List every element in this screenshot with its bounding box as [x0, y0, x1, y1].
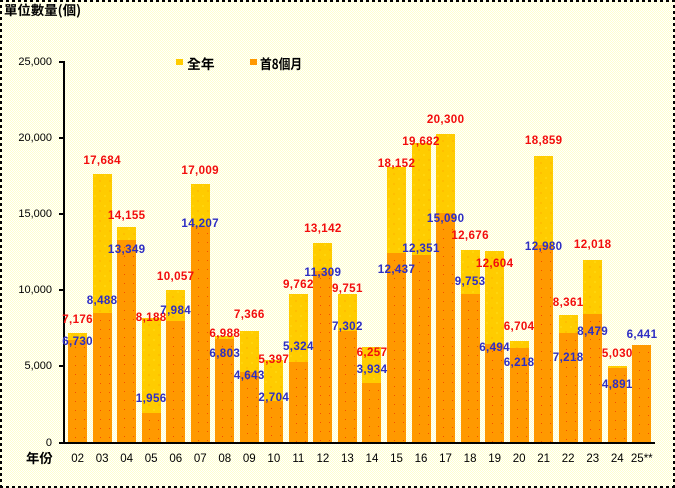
bar-first-8-months-15	[386, 253, 406, 444]
data-label-first-8-months-19: 6,494	[479, 340, 510, 354]
data-label-full-year-22: 8,361	[552, 295, 584, 309]
data-label-first-8-months-10: 2,704	[258, 390, 290, 404]
bar-first-8-months-21	[534, 245, 554, 444]
data-label-first-8-months-24: 4,891	[601, 378, 633, 392]
y-tick-label: 5,000	[24, 360, 52, 373]
data-label-first-8-months-15: 12,437	[377, 263, 416, 277]
data-label-first-8-months-07: 14,207	[181, 217, 219, 231]
bar-first-8-months-12	[313, 270, 333, 444]
bar-first-8-months-03	[92, 313, 112, 444]
chart-title	[4, 3, 80, 19]
data-label-first-8-months-14: 3,934	[356, 362, 388, 376]
data-label-first-8-months-17: 15,090	[426, 211, 465, 225]
data-label-full-year-06: 10,057	[156, 269, 195, 283]
y-tick-label: 25,000	[18, 56, 52, 69]
data-label-full-year-03: 17,684	[83, 154, 121, 167]
bar-first-8-months-19	[485, 343, 505, 444]
data-label-first-8-months-16: 12,351	[402, 242, 440, 255]
y-tick-label: 15,000	[18, 208, 52, 221]
y-tick	[58, 213, 64, 216]
data-label-first-8-months-04: 13,349	[107, 243, 146, 256]
data-label-full-year-14: 6,257	[356, 346, 388, 360]
data-label-full-year-12: 13,142	[304, 222, 342, 235]
x-tick-label: 25**	[630, 452, 653, 465]
data-label-full-year-18: 12,676	[451, 229, 489, 243]
y-tick-label: 0	[45, 436, 52, 449]
bar-first-8-months-25**	[632, 344, 652, 444]
data-label-first-8-months-25**: 6,441	[626, 327, 658, 341]
data-label-full-year-19: 12,604	[475, 256, 514, 270]
bar-first-8-months-07	[190, 226, 210, 444]
data-label-full-year-21: 18,859	[524, 134, 563, 148]
data-label-first-8-months-23: 8,479	[577, 324, 609, 338]
y-tick	[58, 137, 64, 140]
legend-label-first-8-months	[260, 57, 300, 71]
bar-first-8-months-13	[337, 331, 357, 444]
data-label-full-year-23: 12,018	[573, 238, 612, 252]
bar-first-8-months-18	[460, 294, 480, 444]
data-label-full-year-11: 9,762	[283, 278, 314, 292]
bar-first-8-months-14	[362, 382, 382, 444]
y-axis-line	[62, 61, 65, 444]
data-label-full-year-02: 7,176	[62, 312, 93, 326]
y-tick	[58, 441, 64, 444]
legend-swatch-first-8-months	[249, 59, 257, 65]
data-label-first-8-months-11: 5,324	[283, 340, 314, 354]
x-axis-line	[62, 441, 655, 444]
bar-first-8-months-02	[68, 340, 88, 444]
y-tick-label: 20,000	[18, 132, 52, 145]
y-tick	[58, 61, 64, 64]
bar-first-8-months-06	[166, 321, 186, 444]
x-axis-title	[26, 451, 53, 464]
data-label-first-8-months-18: 9,753	[454, 275, 486, 288]
bar-first-8-months-16	[411, 254, 431, 444]
data-label-full-year-16: 19,682	[402, 134, 440, 148]
bar-first-8-months-05	[141, 412, 161, 444]
data-label-first-8-months-12: 11,309	[304, 266, 342, 279]
bar-first-8-months-10	[264, 401, 284, 444]
data-label-full-year-20: 6,704	[503, 319, 535, 333]
legend-label-full-year	[187, 57, 215, 71]
data-label-full-year-08: 6,988	[209, 326, 241, 340]
data-label-first-8-months-08: 6,803	[209, 346, 241, 360]
data-label-full-year-10: 5,397	[258, 353, 290, 367]
data-label-full-year-13: 9,751	[332, 281, 363, 295]
y-tick	[58, 289, 64, 292]
bar-first-8-months-22	[558, 332, 578, 444]
data-label-full-year-04: 14,155	[107, 208, 146, 222]
data-label-first-8-months-09: 4,643	[233, 368, 265, 382]
data-label-first-8-months-21: 12,980	[524, 240, 563, 253]
bar-first-8-months-09	[239, 371, 259, 444]
data-label-first-8-months-02: 6,730	[62, 335, 93, 348]
data-label-full-year-07: 17,009	[181, 164, 219, 177]
data-label-full-year-15: 18,152	[377, 156, 416, 170]
data-label-first-8-months-13: 7,302	[332, 320, 363, 334]
data-label-full-year-24: 5,030	[601, 347, 633, 361]
y-tick-label: 10,000	[18, 284, 52, 297]
data-label-full-year-09: 7,366	[233, 307, 265, 321]
data-label-full-year-17: 20,300	[426, 113, 465, 127]
bar-first-8-months-11	[288, 361, 308, 444]
data-label-first-8-months-22: 7,218	[552, 351, 584, 365]
legend-swatch-full-year	[176, 59, 183, 65]
data-label-first-8-months-20: 6,218	[503, 355, 535, 369]
bar-first-8-months-04	[117, 239, 137, 444]
data-label-first-8-months-05: 1,956	[135, 392, 167, 405]
data-label-first-8-months-03: 8,488	[86, 294, 118, 307]
data-label-first-8-months-06: 7,984	[160, 303, 192, 317]
y-tick	[58, 365, 64, 368]
